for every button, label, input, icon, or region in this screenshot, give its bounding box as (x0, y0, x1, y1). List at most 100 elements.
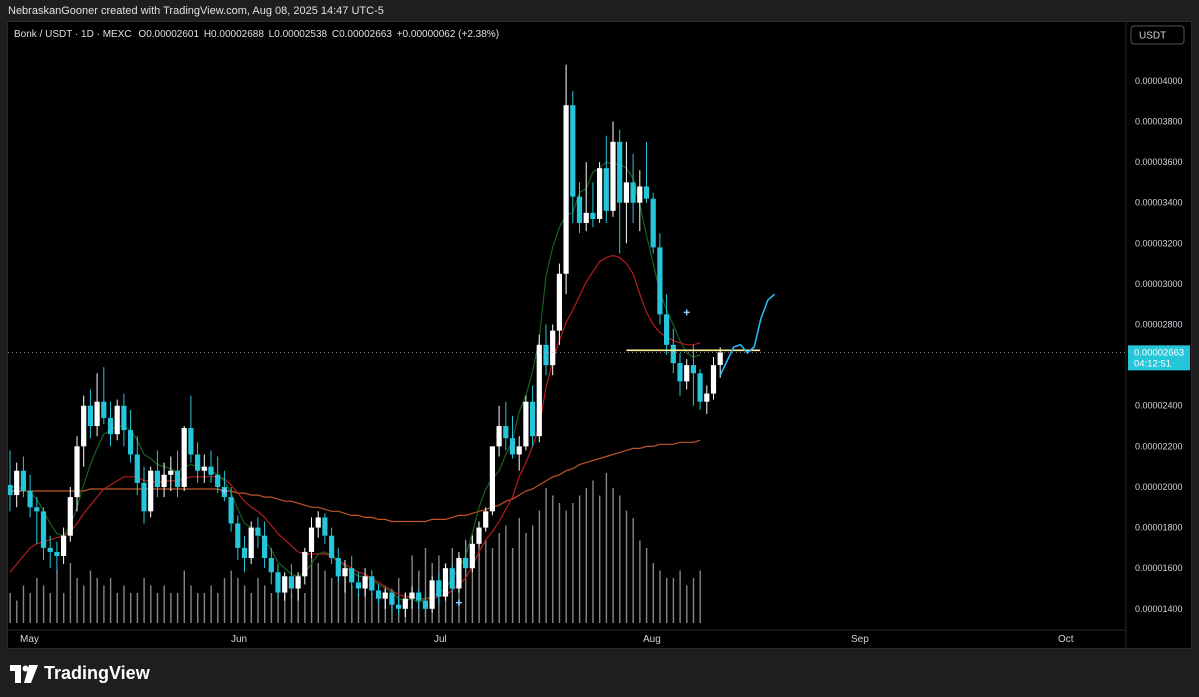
candle-body (362, 576, 368, 589)
top-bar: NebraskanGooner created with TradingView… (0, 0, 1199, 21)
candle-body (442, 568, 449, 597)
candle-body (597, 168, 603, 219)
candle-body (543, 344, 549, 366)
candle-body (349, 568, 355, 583)
volume-bar (217, 593, 219, 623)
time-tick-label: Oct (1058, 634, 1074, 645)
candle-body (422, 600, 428, 609)
candle-body (630, 182, 636, 203)
symbol-label[interactable]: Bonk / USDT · 1D · MEXC (14, 29, 132, 40)
volume-bar (324, 570, 326, 623)
price-tick-label: 0.00001400 (1135, 604, 1183, 614)
volume-bar (130, 593, 132, 623)
candle-body (262, 535, 268, 559)
price-tick-label: 0.00004000 (1135, 76, 1183, 86)
volume-bar (679, 570, 681, 623)
time-tick-label: Sep (851, 634, 869, 645)
candle-body (355, 582, 361, 589)
candle-body (429, 580, 435, 609)
candle-body (315, 517, 321, 528)
open-value: 0.00002601 (146, 29, 200, 40)
price-tick-label: 0.00002800 (1135, 320, 1183, 330)
volume-bar (344, 578, 346, 623)
candle-body (476, 527, 482, 544)
candle-body (228, 497, 234, 524)
price-axis: 0.00001400 0.00001600 0.00001800 0.00002000… (1128, 25, 1190, 614)
volume-bar (612, 488, 614, 623)
volume-bar (585, 488, 587, 623)
volume-bar (123, 585, 125, 623)
candle-body (188, 428, 194, 455)
price-tick-label: 0.00003400 (1135, 198, 1183, 208)
candle-body (161, 474, 167, 487)
candle-body (697, 373, 703, 402)
candle-body (54, 551, 60, 556)
volume-bar (264, 585, 266, 623)
volume-bar (69, 563, 72, 623)
candle-body (650, 198, 656, 248)
close-label: C (331, 29, 340, 40)
volume-bar (465, 540, 467, 623)
candle-body (570, 105, 576, 197)
volume-bar (578, 495, 581, 623)
volume-bar (672, 578, 675, 623)
candle-body (114, 405, 120, 435)
candle-body (141, 482, 147, 512)
projection-path (719, 293, 776, 376)
volume-bar (197, 593, 199, 623)
currency-badge (1130, 25, 1185, 45)
footer-bar (0, 650, 1199, 697)
volume-bar (63, 593, 65, 623)
candle-body (121, 405, 127, 431)
signal-marker (455, 599, 462, 606)
volume-bar (83, 585, 85, 623)
price-tick-label: 0.00002400 (1135, 401, 1183, 411)
volume-bar (659, 570, 661, 623)
candle-body (201, 466, 207, 471)
candle-body (469, 543, 475, 569)
volume-bar (538, 510, 541, 623)
volume-bar (103, 585, 105, 623)
tradingview-logo[interactable]: TradingView (10, 663, 150, 684)
volume-bar (371, 593, 373, 623)
candle-body (496, 426, 502, 447)
volume-bar (36, 578, 38, 623)
candle-body (275, 572, 281, 593)
price-tick-label: 0.00003200 (1135, 238, 1183, 248)
candle-body (308, 527, 315, 552)
volume-bar (478, 548, 480, 623)
candle-body (576, 196, 583, 224)
candle-body (643, 186, 650, 199)
volume-bar (304, 593, 306, 623)
candle-body (617, 141, 623, 203)
candle-body (509, 438, 516, 455)
volume-bar (532, 525, 534, 623)
volume-bar (56, 570, 58, 623)
candle-body (704, 393, 710, 402)
candle-body (134, 454, 140, 483)
candlestick-chart[interactable]: 0.00001400 0.00001600 0.00001800 0.00002000… (8, 22, 1191, 648)
current-price-tag (1128, 345, 1190, 371)
volume-bar (42, 585, 45, 623)
candle-body (20, 470, 26, 492)
close-value: 0.00002663 (339, 29, 392, 40)
volume-bar (223, 578, 226, 623)
volume-bar (230, 570, 232, 623)
volume-bar (471, 533, 474, 623)
volume-bar (505, 525, 507, 623)
candle-body (536, 344, 542, 437)
chart-area[interactable]: 0.00001400 0.00001600 0.00001800 0.00002000… (7, 21, 1192, 649)
volume-bar (16, 600, 18, 623)
volume-bar (652, 563, 654, 623)
candle-body (302, 551, 308, 577)
volume-bar (518, 518, 520, 623)
time-axis: May Jun Jul Aug Sep Oct (20, 634, 1074, 645)
volume-bar (599, 495, 601, 623)
candle-body (268, 558, 274, 573)
candle-body (67, 497, 73, 536)
currency-label: USDT (1139, 31, 1166, 42)
candle-body (329, 535, 335, 559)
volume-bar (156, 593, 159, 623)
time-tick-label: Jun (231, 634, 247, 645)
volume-bar (377, 593, 380, 623)
